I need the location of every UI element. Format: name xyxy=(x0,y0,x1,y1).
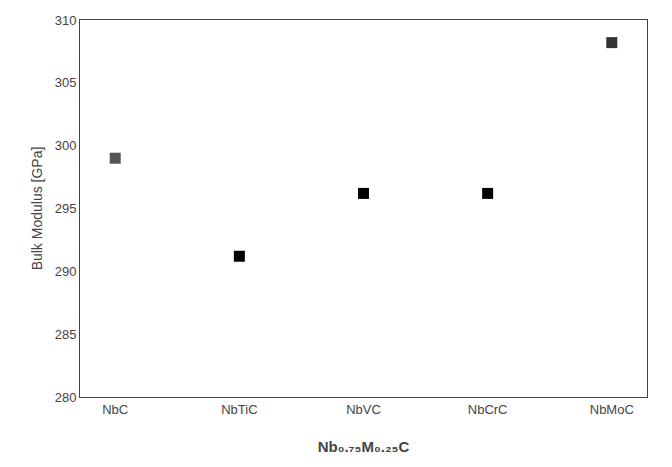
svg-text:NbC: NbC xyxy=(102,402,128,417)
svg-text:290: 290 xyxy=(55,264,77,279)
svg-text:Bulk Modulus [GPa]: Bulk Modulus [GPa] xyxy=(29,147,45,271)
svg-text:280: 280 xyxy=(55,390,77,405)
svg-text:310: 310 xyxy=(55,13,77,28)
svg-text:NbCrC: NbCrC xyxy=(468,402,508,417)
svg-text:295: 295 xyxy=(55,201,77,216)
svg-text:NbVC: NbVC xyxy=(346,402,381,417)
svg-text:285: 285 xyxy=(55,327,77,342)
svg-text:Nb₀.₇₅M₀.₂₅C: Nb₀.₇₅M₀.₂₅C xyxy=(318,438,410,455)
svg-text:300: 300 xyxy=(55,138,77,153)
svg-text:305: 305 xyxy=(55,75,77,90)
svg-text:NbTiC: NbTiC xyxy=(221,402,257,417)
svg-text:NbMoC: NbMoC xyxy=(590,402,634,417)
